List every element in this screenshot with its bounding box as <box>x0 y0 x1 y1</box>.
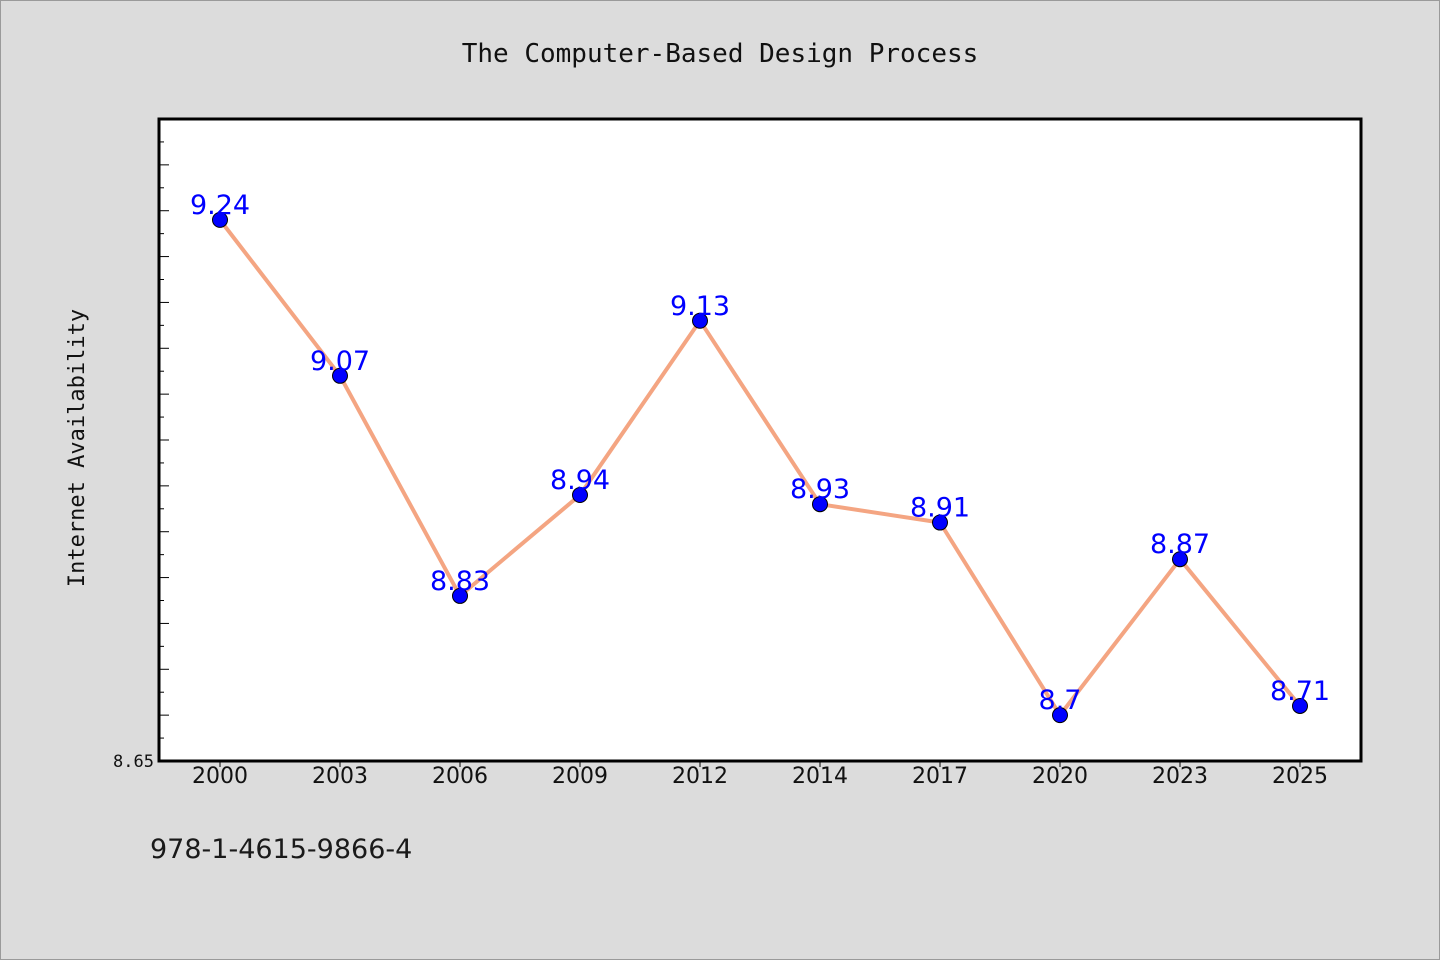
series-line <box>218 218 1302 718</box>
data-point <box>692 312 708 329</box>
data-point <box>1172 551 1188 568</box>
data-point <box>1292 697 1308 714</box>
data-label: 8.83 <box>430 566 490 597</box>
data-point <box>932 514 948 531</box>
data-point <box>572 487 588 504</box>
x-tick-label: 2003 <box>312 764 368 789</box>
data-point <box>332 367 348 384</box>
x-tick-label: 2025 <box>1272 764 1328 789</box>
data-markers <box>212 211 1308 724</box>
x-tick-label: 2009 <box>552 764 608 789</box>
data-point <box>452 587 468 604</box>
data-label: 8.71 <box>1270 676 1330 707</box>
x-tick-label: 2017 <box>912 764 968 789</box>
data-label: 8.93 <box>790 474 850 505</box>
y-tick-label: 8.65 <box>113 752 154 772</box>
y-axis-label: Internet Availability <box>65 309 90 587</box>
data-label: 9.13 <box>670 291 730 322</box>
data-label: 9.07 <box>310 346 370 377</box>
x-tick-label: 2012 <box>672 764 728 789</box>
x-tick-label: 2020 <box>1032 764 1088 789</box>
data-label: 8.91 <box>910 493 970 524</box>
data-label: 8.94 <box>550 465 610 496</box>
x-tick-label: 2014 <box>792 764 848 789</box>
x-tick-label: 2023 <box>1152 764 1208 789</box>
data-labels: 9.24 9.07 8.83 8.94 9.13 8.93 8.91 8.7 8.87 8.71 <box>190 190 1330 716</box>
data-label: 8.7 <box>1039 685 1082 716</box>
chart-title: The Computer-Based Design Process <box>462 39 979 69</box>
x-tick-label: 2000 <box>192 764 248 789</box>
data-point <box>1052 707 1068 724</box>
plot-area <box>159 119 1361 761</box>
data-point <box>212 211 228 228</box>
x-axis: 2000 2003 2006 2009 2012 2014 2017 2020 2023 2025 <box>192 761 1328 789</box>
plot-frame <box>157 117 1363 763</box>
footnote-isbn: 978-1-4615-9866-4 <box>150 834 413 865</box>
data-label: 8.87 <box>1150 529 1210 560</box>
data-label: 9.24 <box>190 190 250 221</box>
data-point <box>812 496 828 513</box>
x-tick-label: 2006 <box>432 764 488 789</box>
